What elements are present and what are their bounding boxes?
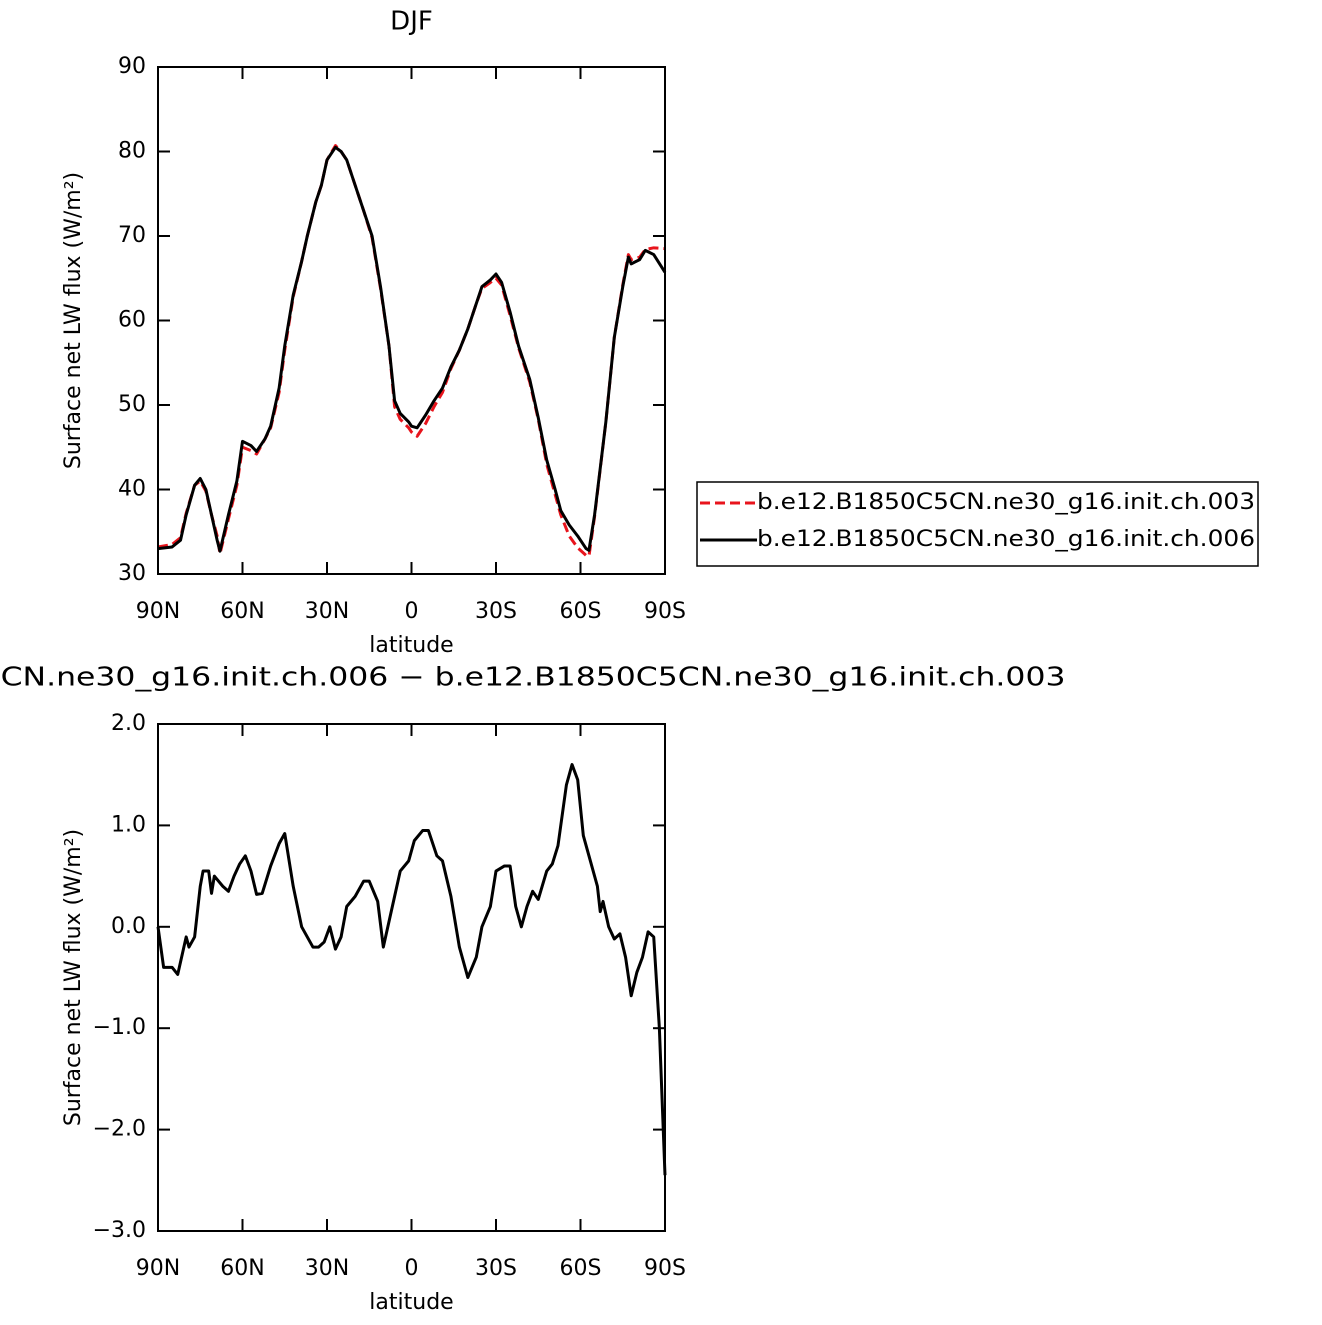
x-tick-label: 0	[405, 1256, 419, 1281]
y-tick-label: 60	[118, 308, 146, 333]
panel: DJF latitude Surface net LW flux (W/m²) 30 4…	[61, 7, 1259, 658]
x-tick-label: 90S	[644, 599, 686, 624]
data-line	[157, 144, 666, 558]
plot-frame	[157, 723, 666, 1232]
y-tick-label: 2.0	[111, 711, 146, 736]
x-tick-label: 0	[405, 599, 419, 624]
y-tick-label: 1.0	[111, 812, 146, 837]
legend-box	[696, 481, 1259, 567]
y-tick-label: 40	[118, 477, 146, 502]
y-tick-label: 90	[118, 54, 146, 79]
x-tick-label: 90S	[644, 1256, 686, 1281]
panel: b.e12.B1850C5CN.ne30_g16.init.ch.006 − b…	[0, 663, 1066, 1316]
y-tick-label: −2.0	[93, 1117, 146, 1142]
y-tick-label: 70	[118, 223, 146, 248]
x-tick-label: 60N	[220, 599, 264, 624]
x-axis-label: latitude	[369, 1290, 453, 1315]
chart-title: DJF	[390, 7, 433, 37]
x-tick-label: 30N	[305, 599, 349, 624]
y-tick-label: 50	[118, 392, 146, 417]
plot-frame	[157, 66, 666, 575]
y-axis-label: Surface net LW flux (W/m²)	[61, 172, 86, 469]
y-tick-label: 30	[118, 561, 146, 586]
data-line	[156, 763, 667, 1176]
chart-title: b.e12.B1850C5CN.ne30_g16.init.ch.006 − b…	[0, 663, 1066, 693]
y-tick-label: −1.0	[93, 1015, 146, 1040]
x-tick-label: 60S	[560, 1256, 602, 1281]
x-tick-label: 30S	[475, 1256, 517, 1281]
data-line	[157, 145, 667, 553]
x-tick-label: 30S	[475, 599, 517, 624]
x-tick-label: 90N	[136, 1256, 180, 1281]
legend-label: b.e12.B1850C5CN.ne30_g16.init.ch.006	[757, 527, 1255, 552]
y-tick-label: 0.0	[111, 914, 146, 939]
x-axis-label: latitude	[369, 633, 453, 658]
legend-label: b.e12.B1850C5CN.ne30_g16.init.ch.003	[757, 490, 1255, 515]
y-axis-label: Surface net LW flux (W/m²)	[61, 829, 86, 1126]
x-tick-label: 60N	[220, 1256, 264, 1281]
x-tick-label: 90N	[136, 599, 180, 624]
y-tick-label: 80	[118, 139, 146, 164]
x-tick-label: 30N	[305, 1256, 349, 1281]
y-tick-label: −3.0	[93, 1218, 146, 1243]
x-tick-label: 60S	[560, 599, 602, 624]
